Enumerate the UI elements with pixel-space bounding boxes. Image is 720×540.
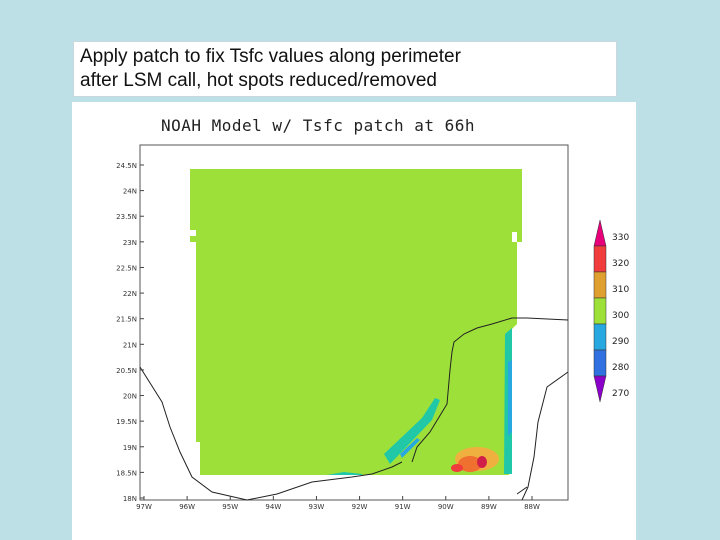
warm-spot-core — [458, 456, 482, 472]
x-tick-label: 91W — [395, 503, 411, 511]
y-tick-label: 20.5N — [116, 367, 137, 375]
y-tick-label: 23.5N — [116, 213, 137, 221]
x-tick-label: 89W — [481, 503, 497, 511]
colorbar-segment — [593, 349, 607, 377]
y-tick-label: 19.5N — [116, 418, 137, 426]
y-tick-label: 24N — [123, 188, 137, 196]
hot-spot — [477, 456, 487, 468]
y-tick-label: 21N — [123, 341, 137, 349]
x-tick-label: 94W — [265, 503, 281, 511]
colorbar-segment — [593, 271, 607, 299]
colorbar-cap-top — [593, 219, 607, 247]
y-tick-label: 23N — [123, 239, 137, 247]
y-tick-label: 22N — [123, 290, 137, 298]
caption-line-1: Apply patch to fix Tsfc values along per… — [80, 46, 461, 67]
plot-title: NOAH Model w/ Tsfc patch at 66h — [160, 116, 476, 135]
east-edge-band-blue — [508, 360, 512, 436]
caption-line-2: after LSM call, hot spots reduced/remove… — [80, 70, 437, 91]
x-tick-label: 97W — [136, 503, 152, 511]
plot-svg: 24.5N 24N 23.5N 23N 22.5N 22N 21.5N 21N 20.5N 20N… — [116, 144, 629, 511]
cool-streak-core — [400, 438, 420, 458]
x-tick-label: 93W — [309, 503, 325, 511]
model-domain-field — [190, 169, 517, 475]
y-tick-label: 22.5N — [116, 264, 137, 272]
y-tick-label: 18.5N — [116, 469, 137, 477]
x-tick-label: 90W — [438, 503, 454, 511]
x-tick-label: 96W — [179, 503, 195, 511]
model-domain-edge — [509, 169, 522, 332]
x-tick-label: 88W — [524, 503, 540, 511]
y-tick-label: 20N — [123, 393, 137, 401]
colorbar-segment — [593, 297, 607, 325]
coastline — [139, 317, 569, 501]
colorbar-label: 310 — [612, 285, 629, 295]
hot-spot-small — [451, 464, 463, 472]
y-tick-label: 19N — [123, 444, 137, 452]
colorbar-cap-bottom — [593, 375, 607, 403]
y-tick-label: 21.5N — [116, 316, 137, 324]
coastline-yucatan — [516, 371, 569, 501]
colorbar-label: 330 — [612, 233, 629, 243]
plot-frame — [139, 144, 569, 501]
x-tick-label: 92W — [352, 503, 368, 511]
y-tick-label: 18N — [123, 495, 137, 503]
model-plot: NOAH Model w/ Tsfc patch at 66h 24.5N 24N… — [72, 102, 636, 540]
caption-box: Apply patch to fix Tsfc values along per… — [73, 41, 617, 97]
colorbar-label: 270 — [612, 389, 629, 399]
colorbar-segment — [593, 245, 607, 273]
y-tick-label: 24.5N — [116, 162, 137, 170]
cool-streak — [384, 398, 440, 464]
x-tick-label: 95W — [222, 503, 238, 511]
colorbar-label: 290 — [612, 337, 629, 347]
south-cool-band — [327, 472, 362, 475]
colorbar-label: 280 — [612, 363, 629, 373]
colorbar-segment — [593, 323, 607, 351]
colorbar-label: 320 — [612, 259, 629, 269]
colorbar-label: 300 — [612, 311, 629, 321]
